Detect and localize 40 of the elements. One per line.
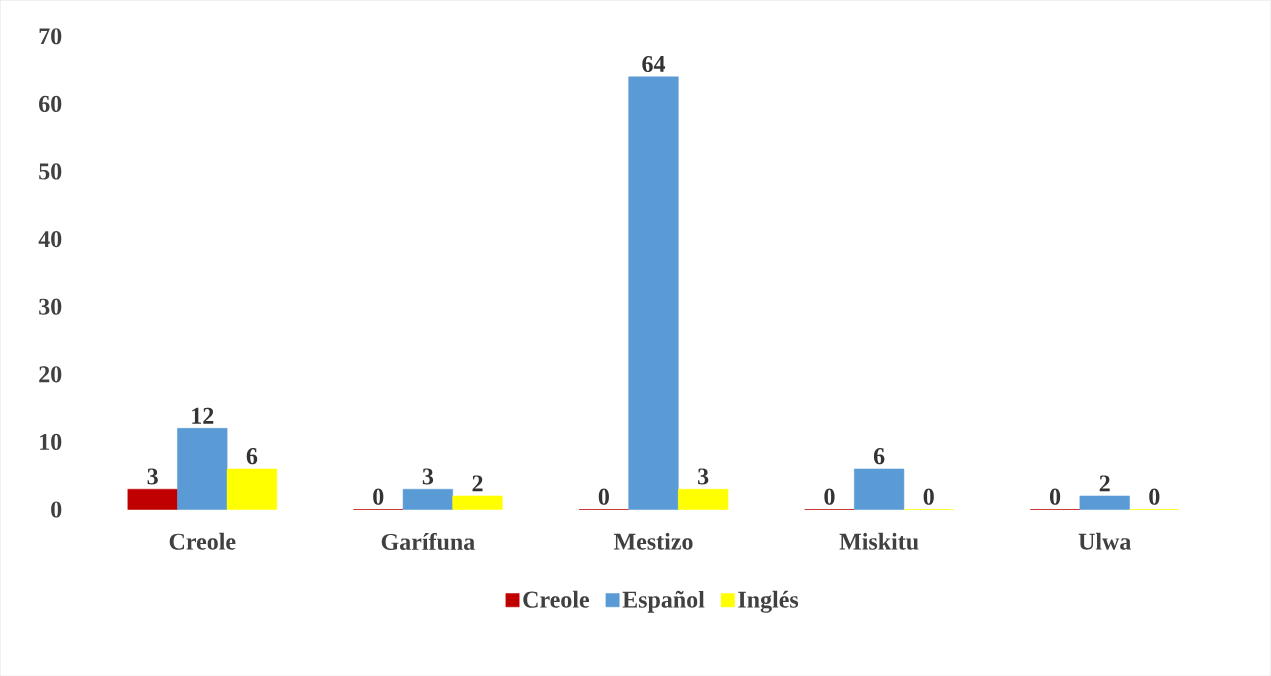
legend-label: Creole <box>523 590 590 608</box>
data-label: 2 <box>1099 475 1110 492</box>
bar <box>177 427 228 510</box>
x-tick-label: Miskitu <box>839 532 919 550</box>
data-label: 6 <box>246 447 258 465</box>
data-label: 0 <box>923 488 934 505</box>
y-tick-label: 60 <box>39 95 62 112</box>
x-tick-label: Creole <box>169 532 236 550</box>
legend-label: Español <box>622 590 705 613</box>
data-label: 0 <box>373 488 384 505</box>
bar <box>402 488 453 510</box>
data-label: 3 <box>422 468 434 485</box>
data-label: 64 <box>642 55 666 72</box>
data-label: 6 <box>873 447 885 465</box>
y-tick-label: 40 <box>38 230 62 247</box>
data-label: 0 <box>1050 488 1061 505</box>
data-label: 12 <box>192 407 214 424</box>
bar <box>678 488 729 510</box>
bar <box>226 468 278 510</box>
bar <box>628 76 679 510</box>
y-tick-label: 50 <box>39 163 62 180</box>
x-tick-label: Ulwa <box>1078 532 1132 550</box>
legend-label: Inglés <box>738 590 799 613</box>
y-tick-label: 70 <box>39 27 62 45</box>
data-label: 0 <box>824 488 835 505</box>
data-label: 0 <box>598 488 609 505</box>
data-label: 2 <box>472 475 483 492</box>
bar <box>854 468 905 510</box>
bar <box>1079 495 1130 510</box>
y-tick-label: 10 <box>40 433 62 450</box>
y-tick-label: 30 <box>39 298 62 315</box>
bar <box>452 495 503 510</box>
data-label: 3 <box>147 468 158 485</box>
data-label: 0 <box>1149 488 1160 505</box>
bar <box>127 488 178 510</box>
x-tick-label: Mestizo <box>613 532 693 550</box>
y-tick-label: 0 <box>51 501 62 518</box>
x-tick-label: Garífuna <box>381 532 475 550</box>
y-tick-label: 20 <box>39 365 62 383</box>
data-label: 3 <box>698 468 709 485</box>
